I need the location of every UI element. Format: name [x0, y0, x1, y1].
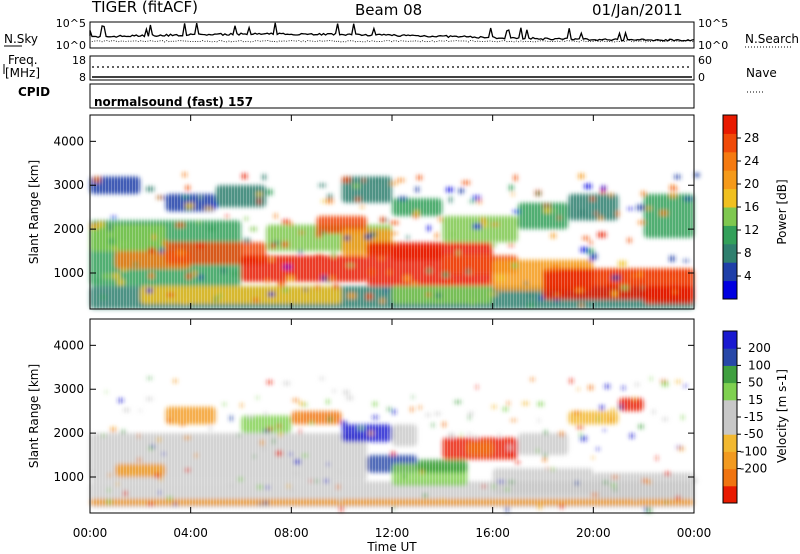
xtick-0400: 04:00	[173, 526, 208, 540]
velocity-panel	[89, 318, 698, 514]
nsearch-label: N.Search	[745, 32, 800, 46]
sky-right-tick-2: 10^0	[698, 39, 728, 52]
power-colorbar	[722, 114, 741, 300]
velocity-cbar-segment	[723, 382, 737, 401]
velocity-ytick-2000: 2000	[53, 426, 84, 440]
sky-right-tick-1: 10^5	[698, 17, 728, 30]
xtick-0000: 00:00	[73, 526, 108, 540]
power-cbar-segment	[723, 262, 737, 282]
sky-left-tick-1: 10^5	[56, 17, 86, 30]
xtick-1600: 16:00	[475, 526, 510, 540]
vel-cbar-tick-m50: -50	[744, 427, 764, 441]
velocity-cbar-label: Velocity [m s-1]	[775, 369, 789, 463]
velocity-cbar-segment	[723, 331, 737, 349]
power-cbar-tick-24: 24	[744, 154, 759, 168]
vel-cbar-tick-50: 50	[748, 376, 763, 390]
sky-left-tick-2: 10^0	[56, 39, 86, 52]
power-cbar-segment	[723, 133, 737, 153]
vel-cbar-tick-100: 100	[748, 358, 771, 372]
x-axis-label: Time UT	[366, 540, 417, 554]
vel-cbar-tick-15: 15	[748, 393, 763, 407]
nave-label: Nave	[746, 66, 777, 80]
velocity-colorbar	[722, 330, 741, 504]
power-cbar-segment	[723, 188, 737, 208]
power-cbar-segment	[723, 151, 737, 171]
date-title: 01/Jan/2011	[592, 1, 683, 19]
beam-title: Beam 08	[355, 1, 423, 19]
power-cbar-segment	[723, 280, 737, 300]
power-ytick-1000: 1000	[53, 266, 84, 280]
station-title: TIGER (fitACF)	[92, 0, 199, 16]
velocity-cbar-segment	[723, 468, 737, 487]
velocity-ytick-4000: 4000	[53, 338, 84, 352]
cpid-strip	[89, 83, 695, 109]
power-cbar-segment	[723, 225, 737, 245]
power-cbar-tick-20: 20	[744, 177, 759, 191]
xtick-0800: 08:00	[274, 526, 309, 540]
velocity-cbar-segment	[723, 348, 737, 366]
freq-label: Freq.	[8, 53, 38, 67]
power-ytick-4000: 4000	[53, 134, 84, 148]
freq-right-tick-1: 60	[698, 54, 712, 67]
power-cbar-tick-16: 16	[744, 200, 759, 214]
velocity-cbar-segment	[723, 451, 737, 470]
power-cbar-tick-28: 28	[744, 131, 759, 145]
power-cbar-tick-8: 8	[744, 246, 752, 260]
power-cell	[693, 172, 700, 178]
freq-left-tick-1: 18	[72, 54, 86, 67]
xtick-2000: 20:00	[576, 526, 611, 540]
vel-cbar-tick-m100: -100	[740, 444, 767, 458]
freq-left-tick-2: 8	[79, 71, 86, 84]
power-cbar-segment	[723, 170, 737, 190]
cpid-text: normalsound (fast) 157	[94, 95, 254, 109]
freq-unit-label: [MHz]	[5, 66, 41, 80]
freq-right-tick-2: 0	[698, 71, 705, 84]
freq-nave-strip	[3, 55, 765, 93]
power-cbar-label: Power [dB]	[775, 179, 789, 244]
velocity-cbar-segment	[723, 365, 737, 384]
nsky-label: N.Sky	[4, 32, 39, 46]
velocity-ylabel: Slant Range [km]	[27, 364, 41, 468]
xtick-1200: 12:00	[375, 526, 410, 540]
velocity-cbar-segment	[723, 485, 737, 504]
power-ylabel: Slant Range [km]	[27, 160, 41, 264]
velocity-ytick-1000: 1000	[53, 470, 84, 484]
velocity-cbar-segment	[723, 399, 737, 418]
power-cbar-tick-4: 4	[744, 269, 752, 283]
power-cbar-segment	[723, 243, 737, 263]
vel-cbar-tick-m15: -15	[744, 410, 764, 424]
velocity-cbar-segment	[723, 434, 737, 452]
sky-noise-strip	[4, 21, 792, 49]
velocity-cbar-segment	[723, 417, 737, 435]
xtick-2400: 00:00	[677, 526, 712, 540]
power-cbar-segment	[723, 115, 737, 134]
power-panel	[89, 114, 700, 310]
power-ytick-3000: 3000	[53, 178, 84, 192]
power-cbar-segment	[723, 207, 737, 226]
vel-cbar-tick-200: 200	[748, 341, 771, 355]
velocity-ytick-3000: 3000	[53, 382, 84, 396]
cpid-label: CPID	[18, 85, 51, 99]
power-cbar-tick-12: 12	[744, 223, 759, 237]
power-ytick-2000: 2000	[53, 222, 84, 236]
vel-cbar-tick-m200: -200	[740, 462, 767, 476]
